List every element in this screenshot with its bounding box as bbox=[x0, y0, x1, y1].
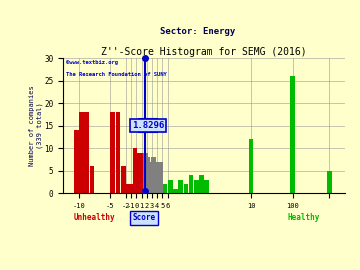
Bar bbox=[146, 157, 150, 193]
Text: ©www.textbiz.org: ©www.textbiz.org bbox=[66, 60, 118, 65]
Bar bbox=[249, 139, 253, 193]
Bar bbox=[127, 189, 132, 193]
Bar bbox=[151, 157, 156, 193]
Bar bbox=[327, 171, 332, 193]
Bar bbox=[143, 153, 148, 193]
Bar bbox=[140, 153, 145, 193]
Bar bbox=[194, 180, 199, 193]
Bar bbox=[148, 162, 153, 193]
Text: Sector: Energy: Sector: Energy bbox=[160, 27, 236, 36]
Bar bbox=[189, 175, 193, 193]
Bar bbox=[168, 180, 172, 193]
Bar bbox=[125, 184, 130, 193]
Bar bbox=[90, 166, 94, 193]
Text: Healthy: Healthy bbox=[287, 214, 319, 222]
Bar bbox=[156, 162, 161, 193]
Bar bbox=[138, 157, 143, 193]
Bar bbox=[116, 112, 120, 193]
Bar bbox=[111, 112, 115, 193]
Bar bbox=[135, 153, 140, 193]
Bar bbox=[173, 189, 178, 193]
Text: The Research Foundation of SUNY: The Research Foundation of SUNY bbox=[66, 72, 167, 77]
Bar bbox=[204, 180, 209, 193]
Bar bbox=[178, 180, 183, 193]
Bar bbox=[199, 175, 204, 193]
Bar bbox=[163, 184, 167, 193]
Bar bbox=[130, 184, 135, 193]
Bar bbox=[153, 162, 158, 193]
Y-axis label: Number of companies
(339 total): Number of companies (339 total) bbox=[30, 85, 43, 166]
Bar bbox=[79, 112, 84, 193]
Bar bbox=[74, 130, 78, 193]
Title: Z''-Score Histogram for SEMG (2016): Z''-Score Histogram for SEMG (2016) bbox=[101, 48, 307, 58]
Bar bbox=[84, 112, 89, 193]
Text: 1.8296: 1.8296 bbox=[132, 121, 164, 130]
Bar bbox=[184, 184, 188, 193]
Bar bbox=[291, 76, 295, 193]
Bar bbox=[159, 162, 163, 193]
Bar bbox=[121, 166, 126, 193]
Text: Unhealthy: Unhealthy bbox=[74, 214, 115, 222]
Text: Score: Score bbox=[132, 214, 156, 222]
Bar bbox=[132, 148, 138, 193]
